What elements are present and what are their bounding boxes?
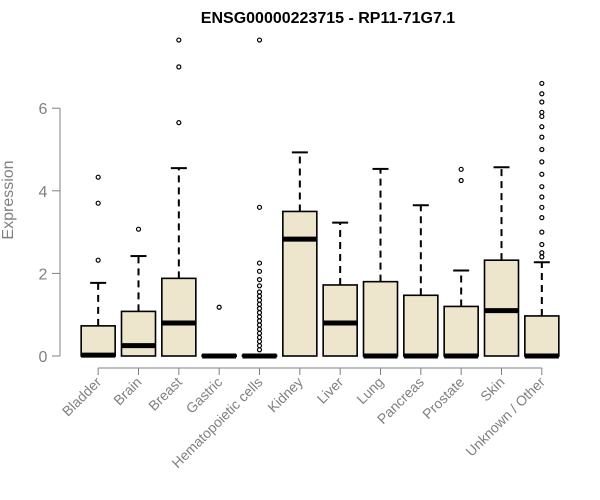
outlier-point (95, 200, 101, 206)
outlier-point (539, 159, 545, 165)
outlier-point (256, 204, 263, 210)
x-tick-label: Prostate (419, 374, 467, 422)
outlier-point (135, 226, 142, 232)
outlier-point (256, 268, 263, 274)
box-body (120, 310, 157, 357)
outlier-point (216, 304, 222, 310)
outlier-point (256, 283, 263, 289)
box-bladder (80, 174, 116, 358)
outlier-point (539, 91, 545, 97)
box-prostate (443, 166, 479, 359)
x-tick-label: Liver (314, 374, 347, 407)
y-tick-label: 4 (39, 184, 48, 201)
box-liver (322, 221, 358, 357)
outlier-point (539, 146, 545, 153)
outlier-point (256, 260, 263, 266)
box-body (282, 210, 318, 357)
x-tick-label: Breast (145, 374, 185, 414)
outlier-point (256, 334, 263, 341)
box-body (161, 277, 197, 357)
outlier-point (539, 113, 545, 120)
outlier-point (95, 174, 101, 180)
y-axis: 0 2 4 6 (39, 101, 61, 366)
outlier-point (256, 37, 263, 43)
outlier-point (256, 305, 263, 312)
outlier-point (539, 99, 545, 105)
y-tick-label: 0 (39, 349, 48, 366)
y-axis-label: Expression (0, 160, 17, 239)
outlier-point (256, 276, 263, 283)
outlier-point (458, 166, 464, 172)
box-brain (120, 226, 157, 357)
box-lung (362, 167, 399, 359)
x-tick-label: Brain (110, 374, 144, 408)
outlier-point (256, 322, 263, 328)
y-tick-label: 6 (39, 101, 48, 118)
box-body (362, 280, 399, 357)
outlier-point (256, 314, 263, 320)
outlier-point (256, 297, 263, 303)
box-skin (483, 166, 520, 357)
outlier-point (539, 215, 545, 221)
box-body (524, 315, 560, 357)
outlier-point (176, 120, 182, 126)
outlier-point (539, 171, 545, 177)
outlier-point (539, 80, 545, 87)
box-kidney (282, 151, 318, 357)
outlier-point (539, 241, 545, 248)
outlier-point (256, 330, 263, 336)
outlier-point (256, 338, 263, 345)
box-unknown-other (524, 80, 560, 359)
outlier-point (458, 177, 464, 184)
outlier-point (539, 184, 545, 190)
box-gastric (201, 304, 237, 359)
outlier-point (95, 257, 101, 263)
outlier-point (176, 37, 182, 43)
outlier-point (539, 124, 545, 130)
outlier-point (539, 204, 545, 210)
outlier-point (539, 250, 545, 256)
outlier-point (539, 194, 545, 200)
x-tick-label: Bladder (59, 374, 105, 420)
outlier-point (256, 318, 263, 324)
y-tick-label: 2 (39, 266, 48, 283)
box-breast (161, 37, 197, 357)
box-pancreas (403, 204, 439, 359)
outlier-point (539, 134, 545, 140)
outlier-point (256, 301, 263, 307)
outlier-point (176, 64, 182, 70)
boxes-group (80, 37, 560, 359)
outlier-point (256, 293, 263, 299)
x-tick-label: Lung (353, 374, 386, 407)
box-hematopoietic-cells (241, 37, 278, 359)
x-tick-label: Kidney (264, 374, 306, 416)
box-body (80, 325, 116, 357)
chart-title: ENSG00000223715 - RP11-71G7.1 (201, 10, 456, 27)
outlier-point (539, 254, 545, 260)
outlier-point (539, 229, 545, 235)
outlier-point (256, 347, 263, 353)
box-body (443, 305, 479, 357)
outlier-point (256, 289, 263, 295)
outlier-point (256, 310, 263, 316)
outlier-point (539, 109, 545, 115)
outlier-point (256, 326, 263, 332)
x-tick-label: Skin (477, 374, 508, 405)
box-body (403, 294, 439, 357)
outlier-point (256, 343, 263, 349)
